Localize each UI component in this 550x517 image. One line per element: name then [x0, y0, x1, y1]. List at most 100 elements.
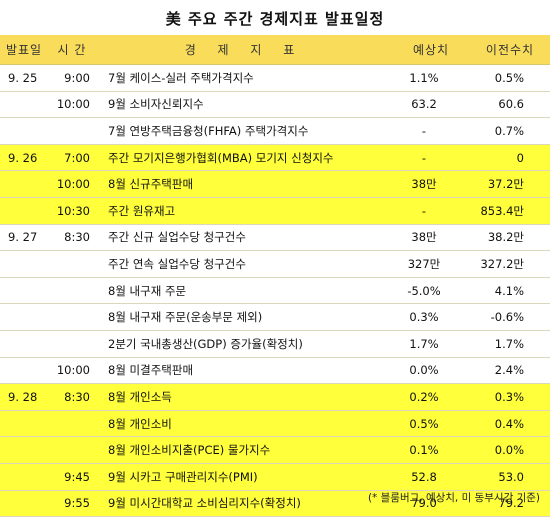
- cell-date: [0, 197, 48, 225]
- cell-previous: 60.6: [470, 91, 550, 119]
- cell-date: [0, 277, 48, 305]
- cell-date: [0, 436, 48, 464]
- cell-forecast: -: [392, 144, 470, 172]
- cell-indicator: 7월 케이스-실러 주택가격지수: [96, 64, 392, 92]
- cell-date: [0, 303, 48, 331]
- cell-previous: 327.2만: [470, 250, 550, 278]
- cell-indicator: 주간 모기지은행가협회(MBA) 모기지 신청지수: [96, 144, 392, 172]
- header-date: 발표일: [0, 35, 48, 65]
- table-row: 9. 26 7:00 주간 모기지은행가협회(MBA) 모기지 신청지수 -0: [0, 144, 550, 172]
- table-row: 8월 개인소비 0.5% 0.4%: [0, 410, 550, 438]
- cell-indicator: 9월 시카고 구매관리지수(PMI): [96, 463, 392, 491]
- cell-previous: 0.5%: [470, 64, 550, 92]
- cell-forecast: 1.1%: [392, 64, 470, 92]
- cell-date: [0, 357, 48, 385]
- cell-date: [0, 117, 48, 145]
- cell-time: 10:00: [48, 357, 96, 385]
- cell-time: 10:30: [48, 197, 96, 225]
- cell-date: 9. 27: [0, 224, 48, 252]
- cell-time: [48, 277, 96, 305]
- cell-previous: 0.7%: [470, 117, 550, 145]
- cell-date: 9. 26: [0, 144, 48, 172]
- header-indicator: 경 제 지 표: [96, 35, 392, 65]
- cell-forecast: 0.5%: [392, 410, 470, 438]
- cell-time: 9:45: [48, 463, 96, 491]
- cell-date: [0, 410, 48, 438]
- cell-date: [0, 330, 48, 358]
- table-row: 9. 25 9:00 7월 케이스-실러 주택가격지수 1.1% 0.5%: [0, 64, 550, 92]
- cell-time: [48, 330, 96, 358]
- cell-indicator: 2분기 국내총생산(GDP) 증가율(확정치): [96, 330, 392, 358]
- table-row: 10:00 8월 미결주택판매 0.0% 2.4%: [0, 357, 550, 385]
- cell-indicator: 7월 연방주택금융청(FHFA) 주택가격지수: [96, 117, 392, 145]
- table-row: 8월 내구재 주문(운송부문 제외) 0.3% -0.6%: [0, 303, 550, 331]
- cell-previous: 53.0: [470, 463, 550, 491]
- cell-indicator: 주간 원유재고: [96, 197, 392, 225]
- cell-previous: 0.0%: [470, 436, 550, 464]
- cell-time: [48, 436, 96, 464]
- table-body: 9. 25 9:00 7월 케이스-실러 주택가격지수 1.1% 0.5% 10:00 9월…: [0, 64, 550, 517]
- cell-date: [0, 490, 48, 517]
- table-row: 8월 내구재 주문 -5.0% 4.1%: [0, 277, 550, 305]
- cell-time: 10:00: [48, 91, 96, 119]
- cell-forecast: 0.2%: [392, 383, 470, 411]
- table-row: 7월 연방주택금융청(FHFA) 주택가격지수 -0.7%: [0, 117, 550, 145]
- table-row: 9:45 9월 시카고 구매관리지수(PMI) 52.8 53.0: [0, 463, 550, 491]
- cell-time: 8:30: [48, 224, 96, 252]
- cell-time: [48, 410, 96, 438]
- cell-previous: 853.4만: [470, 197, 550, 225]
- cell-previous: 37.2만: [470, 170, 550, 198]
- cell-forecast: -: [392, 117, 470, 145]
- cell-forecast: 38만: [392, 224, 470, 252]
- table-row: 10:00 9월 소비자신뢰지수 63.2 60.6: [0, 91, 550, 119]
- schedule-table: 발표일 시 간 경 제 지 표 예상치 이전수치 9. 25 9:00 7월 케이스…: [0, 35, 550, 517]
- cell-forecast: -: [392, 197, 470, 225]
- cell-time: 7:00: [48, 144, 96, 172]
- table-row: 2분기 국내총생산(GDP) 증가율(확정치) 1.7% 1.7%: [0, 330, 550, 358]
- cell-time: 8:30: [48, 383, 96, 411]
- cell-forecast: 0.1%: [392, 436, 470, 464]
- cell-previous: 0.3%: [470, 383, 550, 411]
- cell-forecast: 327만: [392, 250, 470, 278]
- cell-forecast: 0.0%: [392, 357, 470, 385]
- cell-previous: 38.2만: [470, 224, 550, 252]
- cell-date: [0, 91, 48, 119]
- cell-indicator: 8월 미결주택판매: [96, 357, 392, 385]
- cell-date: [0, 463, 48, 491]
- cell-date: [0, 250, 48, 278]
- cell-time: [48, 117, 96, 145]
- table-row: 9. 27 8:30 주간 신규 실업수당 청구건수 38만 38.2만: [0, 224, 550, 252]
- cell-forecast: 1.7%: [392, 330, 470, 358]
- table-row: 10:00 8월 신규주택판매 38만 37.2만: [0, 170, 550, 198]
- header-time: 시 간: [48, 35, 96, 65]
- cell-indicator: 주간 신규 실업수당 청구건수: [96, 224, 392, 252]
- cell-time: [48, 250, 96, 278]
- cell-previous: 0: [470, 144, 550, 172]
- cell-forecast: 52.8: [392, 463, 470, 491]
- page-title: 美 주요 주간 경제지표 발표일정: [165, 10, 385, 28]
- cell-indicator: 8월 내구재 주문: [96, 277, 392, 305]
- cell-forecast: -5.0%: [392, 277, 470, 305]
- cell-forecast: 38만: [392, 170, 470, 198]
- cell-date: 9. 28: [0, 383, 48, 411]
- cell-previous: 1.7%: [470, 330, 550, 358]
- cell-indicator: 8월 신규주택판매: [96, 170, 392, 198]
- cell-indicator: 8월 내구재 주문(운송부문 제외): [96, 303, 392, 331]
- cell-indicator: 8월 개인소비: [96, 410, 392, 438]
- cell-time: 9:55: [48, 490, 96, 517]
- cell-indicator: 주간 연속 실업수당 청구건수: [96, 250, 392, 278]
- table-row: 9. 28 8:30 8월 개인소득 0.2% 0.3%: [0, 383, 550, 411]
- table-row: 10:30 주간 원유재고 -853.4만: [0, 197, 550, 225]
- cell-indicator: 9월 소비자신뢰지수: [96, 91, 392, 119]
- source-note: (* 블룸버그, 예상치, 미 동부시간 기준): [367, 492, 540, 504]
- cell-indicator: 9월 미시간대학교 소비심리지수(확정치): [96, 490, 392, 517]
- cell-previous: 2.4%: [470, 357, 550, 385]
- cell-forecast: 63.2: [392, 91, 470, 119]
- cell-date: 9. 25: [0, 64, 48, 92]
- cell-time: [48, 303, 96, 331]
- cell-date: [0, 170, 48, 198]
- table-row: 주간 연속 실업수당 청구건수 327만 327.2만: [0, 250, 550, 278]
- cell-time: 10:00: [48, 170, 96, 198]
- cell-previous: 0.4%: [470, 410, 550, 438]
